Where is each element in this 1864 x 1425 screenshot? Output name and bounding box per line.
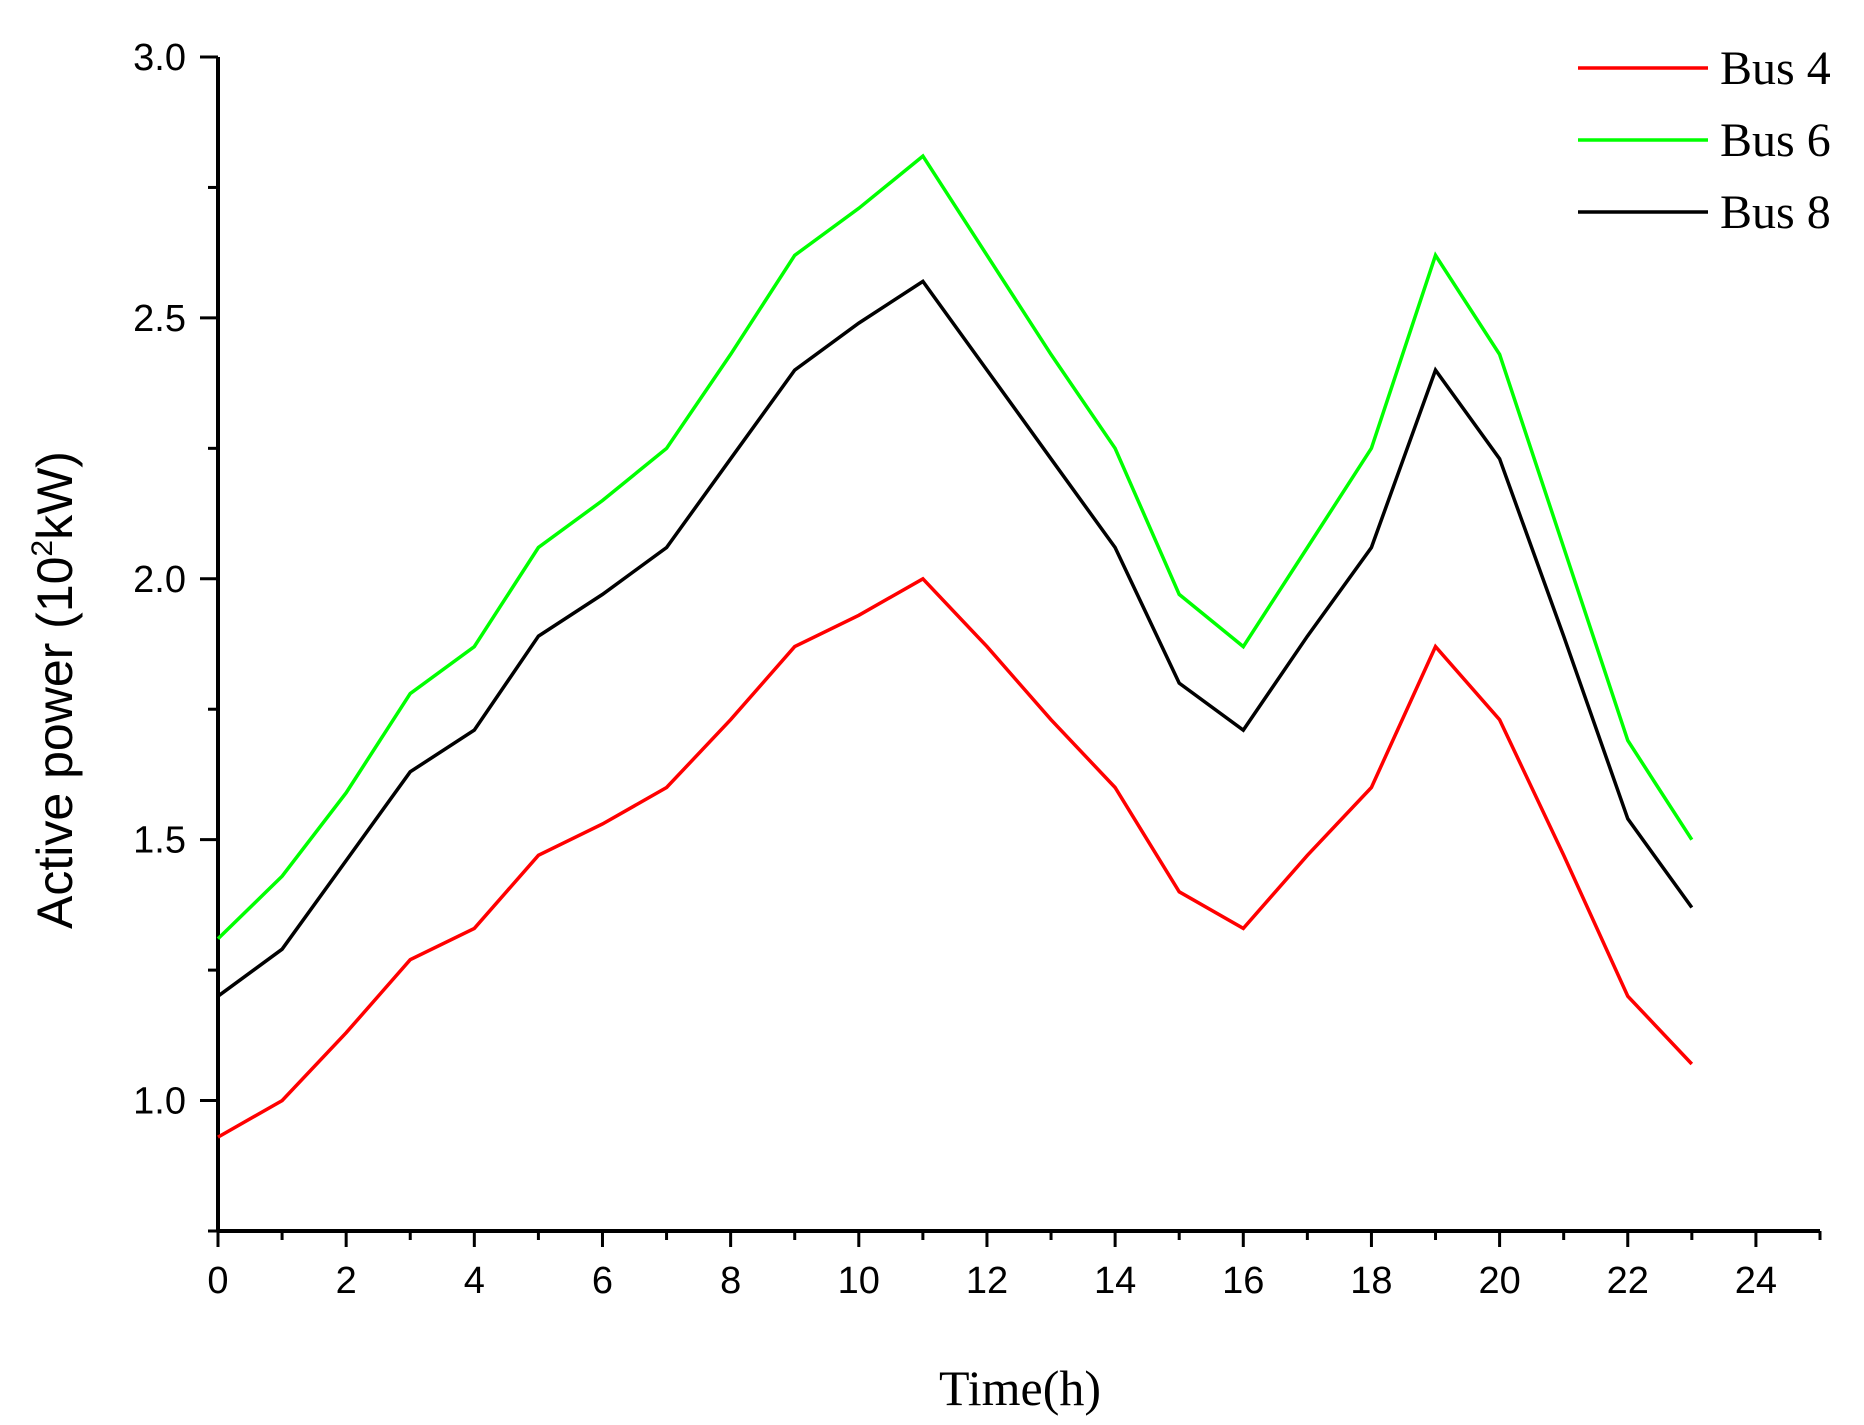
tick-labels: 0 2 4 6 8 10 12 14 16 18 20 22 241.01.52.02.53.0	[133, 37, 1777, 1302]
x-tick-label: 10	[838, 1260, 880, 1302]
x-tick-label: 8	[720, 1260, 741, 1302]
x-tick-label: 20	[1478, 1260, 1520, 1302]
y-tick-label: 1.0	[133, 1081, 186, 1123]
x-tick-label: 2	[336, 1260, 357, 1302]
legend-label-bus-6: Bus 6	[1720, 114, 1831, 167]
data-series	[216, 153, 1694, 1139]
axes	[216, 57, 1820, 1233]
x-tick-label: 22	[1607, 1260, 1649, 1302]
x-tick-label: 4	[464, 1260, 485, 1302]
y-tick-label: 3.0	[133, 37, 186, 79]
series-line-bus-8	[216, 279, 1694, 998]
legend-label-bus-4: Bus 4	[1720, 42, 1831, 95]
x-axis-title: Time(h)	[939, 1360, 1101, 1416]
y-tick-label: 2.5	[133, 298, 186, 340]
legend-label-bus-8: Bus 8	[1720, 186, 1831, 239]
y-tick-label: 2.0	[133, 559, 186, 601]
y-axis-title-suffix: kW)	[27, 451, 83, 540]
y-tick-label: 1.5	[133, 820, 186, 862]
x-tick-label: 24	[1735, 1260, 1777, 1302]
x-tick-label: 6	[592, 1260, 613, 1302]
series-line-bus-6	[216, 153, 1694, 941]
x-tick-label: 18	[1350, 1260, 1392, 1302]
legend: Bus 4 Bus 6 Bus 8	[1578, 42, 1831, 239]
x-tick-label: 0	[207, 1260, 228, 1302]
y-axis-title-prefix: Active power (10	[27, 557, 83, 929]
series-line-bus-4	[217, 576, 1694, 1139]
tick-marks	[200, 55, 1822, 1247]
x-tick-label: 14	[1094, 1260, 1136, 1302]
y-axis-title: Active power (102kW)	[26, 451, 83, 929]
x-tick-label: 16	[1222, 1260, 1264, 1302]
x-tick-label: 12	[966, 1260, 1008, 1302]
y-axis-title-superscript: 2	[26, 540, 59, 557]
